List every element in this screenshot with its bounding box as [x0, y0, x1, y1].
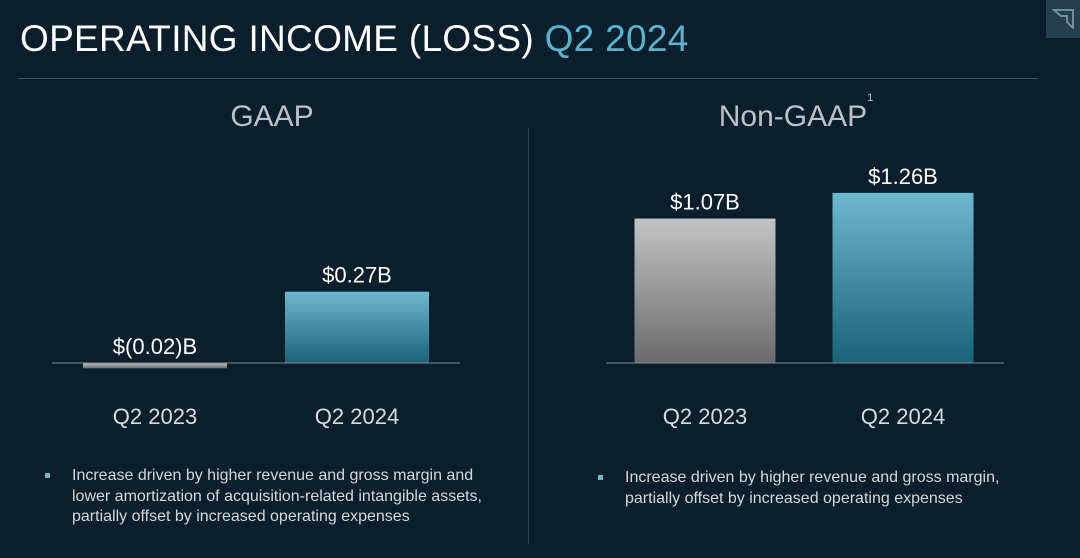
page-title-main: OPERATING INCOME (LOSS): [20, 18, 534, 59]
non-gaap-category-label-1: Q2 2023: [663, 404, 747, 429]
non-gaap-bar-1: [634, 218, 776, 363]
gaap-value-label-2: $0.27B: [322, 263, 392, 288]
non-gaap-category-label-2: Q2 2024: [861, 404, 945, 429]
title-rule: [18, 78, 1038, 79]
non-gaap-value-label-2: $1.26B: [868, 164, 938, 189]
amd-logo-icon: [1046, 0, 1080, 38]
non-gaap-bullet-text: Increase driven by higher revenue and gr…: [625, 469, 1000, 507]
bullet-square-icon: [45, 473, 50, 478]
gaap-section-title: GAAP: [230, 100, 314, 133]
gaap-value-label-1: $(0.02)B: [113, 334, 197, 359]
gaap-category-label-1: Q2 2023: [113, 404, 197, 429]
footnote-marker: 1: [867, 92, 874, 104]
non-gaap-bar-chart: $1.07B Q2 2023 $1.26B Q2 2024: [606, 164, 1004, 429]
gaap-bar-1: [83, 363, 227, 369]
gaap-bar-2: [285, 291, 429, 363]
page-title: OPERATING INCOME (LOSS) Q2 2024: [20, 18, 689, 60]
bullet-square-icon: [598, 475, 603, 480]
non-gaap-bar-2: [832, 192, 974, 363]
gaap-bar-chart: $(0.02)B Q2 2023 $0.27B Q2 2024: [52, 263, 460, 429]
section-divider: [528, 128, 529, 544]
gaap-category-label-2: Q2 2024: [315, 404, 399, 429]
gaap-bullet-text: Increase driven by higher revenue and gr…: [72, 467, 482, 525]
non-gaap-value-label-1: $1.07B: [670, 190, 740, 215]
non-gaap-section-title: Non-GAAP1: [718, 92, 874, 134]
page-title-highlight: Q2 2024: [544, 18, 689, 59]
non-gaap-title-text: Non-GAAP: [718, 100, 868, 133]
